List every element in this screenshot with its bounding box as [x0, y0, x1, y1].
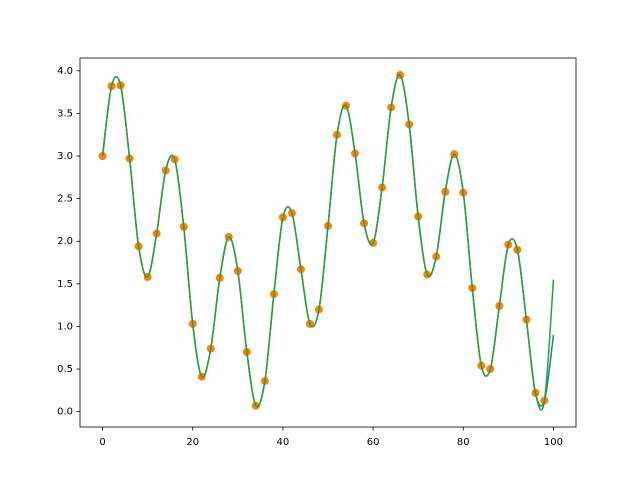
- y-tick-label: 0.5: [57, 364, 73, 375]
- y-tick-label: 1.0: [57, 321, 73, 332]
- x-tick-label: 100: [544, 437, 563, 448]
- x-tick-label: 80: [457, 437, 470, 448]
- y-tick-label: 2.5: [57, 194, 73, 205]
- line: [101, 74, 555, 411]
- axes-frame: [79, 57, 577, 428]
- y-tick-label: 3.5: [57, 108, 73, 119]
- y-tick-label: 1.5: [57, 279, 73, 290]
- x-tick-label: 40: [277, 437, 290, 448]
- y-tick-label: 2.0: [57, 236, 73, 247]
- x-tick-label: 20: [186, 437, 199, 448]
- y-tick-label: 4.0: [57, 66, 73, 77]
- x-tick-label: 60: [367, 437, 380, 448]
- y-tick-label: 3.0: [57, 151, 73, 162]
- x-tick-label: 0: [99, 437, 105, 448]
- y-tick-label: 0.0: [57, 407, 73, 418]
